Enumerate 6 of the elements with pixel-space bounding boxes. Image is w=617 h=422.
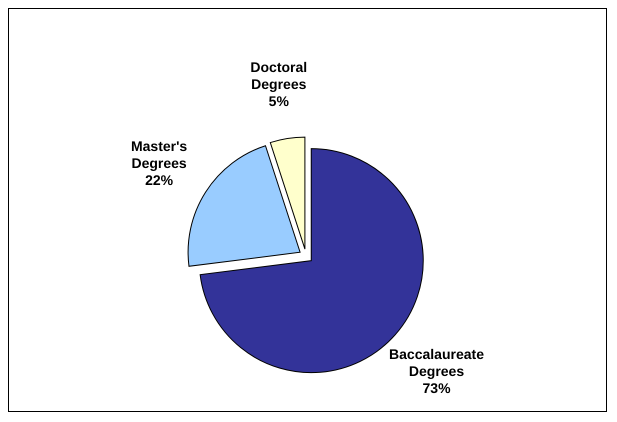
slice-label: Master's Degrees xyxy=(130,138,188,171)
slice-label: Doctoral Degrees xyxy=(250,59,308,92)
data-label: 73% xyxy=(422,380,452,396)
slice-label: Baccalaureate Degrees xyxy=(389,346,484,380)
data-label: 22% xyxy=(145,172,174,188)
data-label: 5% xyxy=(268,93,290,110)
